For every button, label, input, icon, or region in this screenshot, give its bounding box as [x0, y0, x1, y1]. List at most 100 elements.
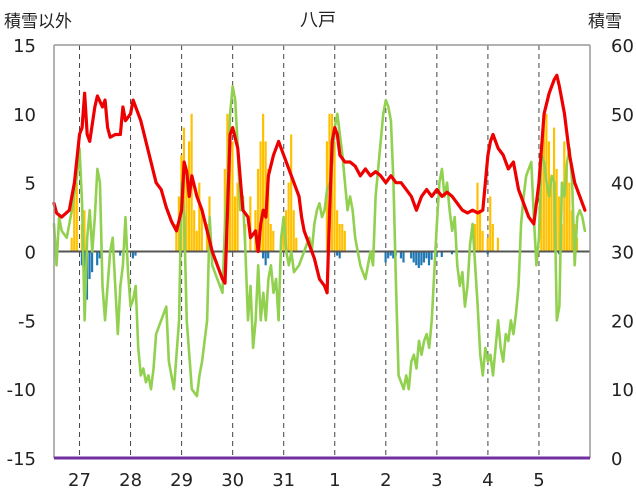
precip-bar-pos-22	[233, 196, 237, 252]
precip-bar-neg-10	[262, 251, 265, 259]
right-tick-label: 10	[611, 380, 634, 401]
precip-bar-pos-38	[292, 210, 295, 252]
left-tick-label: 15	[13, 36, 36, 57]
precip-bar-pos-68	[570, 210, 574, 252]
precip-bar-pos-67	[568, 182, 571, 252]
plot-frame	[53, 44, 591, 460]
precip-bar-pos-51	[481, 230, 484, 252]
right-axis-label: 積雪	[588, 12, 622, 32]
precip-bar-neg-4	[91, 251, 94, 273]
precip-bar-neg-17	[389, 251, 392, 256]
x-tick-label: 4	[482, 470, 493, 491]
left-tick-label: 0	[25, 243, 36, 264]
right-axis-ticks: 0 10 20 30 40 50 60	[611, 36, 634, 470]
precip-bar-pos-43	[333, 141, 336, 252]
x-tick-label: 2	[380, 470, 391, 491]
precip-bar-pos-63	[558, 196, 561, 252]
precip-bar-neg-3	[88, 251, 91, 280]
precip-bar-neg-32	[440, 251, 443, 258]
right-tick-label: 30	[611, 243, 634, 264]
precip-bar-neg-6	[98, 251, 101, 259]
precip-bar-neg-26	[420, 251, 423, 266]
x-tick-label: 5	[533, 470, 544, 491]
temperature-line	[52, 73, 587, 295]
precip-bar-pos-53	[489, 196, 492, 252]
precip-bar-neg-0	[80, 251, 83, 266]
precip-bar-pos-47	[343, 230, 346, 252]
precip-bar-neg-25	[417, 251, 420, 269]
precip-bar-neg-33	[450, 251, 454, 255]
precip-bar-pos-49	[476, 182, 479, 252]
precip-bar-neg-29	[427, 251, 431, 266]
precip-bar-pos-62	[555, 168, 558, 252]
precip-bar-pos-2	[75, 182, 78, 252]
precip-bar-pos-36	[287, 182, 290, 252]
left-tick-label: -15	[7, 449, 36, 470]
x-tick-label: 28	[119, 470, 142, 491]
precip-bar-pos-57	[542, 120, 545, 252]
precip-bar-pos-52	[486, 237, 489, 252]
x-tick-label: 30	[221, 470, 244, 491]
x-tick-label: 31	[272, 470, 295, 491]
snow-depth-line	[52, 85, 587, 398]
precip-bar-pos-45	[338, 223, 341, 252]
precip-bar-neg-31	[435, 251, 438, 258]
right-tick-label: 40	[611, 174, 634, 195]
left-tick-label: 10	[13, 105, 36, 126]
right-tick-label: 20	[611, 311, 634, 332]
precip-bar-pos-66	[565, 168, 568, 252]
precip-bar-neg-7	[119, 251, 122, 256]
precip-bar-neg-18	[392, 251, 395, 259]
precip-bar-pos-12	[193, 210, 196, 252]
precip-bar-pos-29	[262, 113, 265, 252]
precip-bar-neg-15	[384, 251, 387, 263]
precip-bar-pos-55	[496, 237, 500, 252]
precip-bar-pos-31	[267, 168, 270, 252]
precip-bar-pos-5	[175, 223, 178, 252]
right-tick-label: 0	[611, 449, 622, 470]
precip-bar-pos-33	[272, 230, 275, 252]
precip-bar-pos-15	[200, 210, 203, 252]
precip-bar-neg-9	[134, 251, 137, 256]
left-tick-label: -10	[7, 380, 36, 401]
precip-bar-pos-56	[540, 168, 543, 252]
precip-bar-pos-35	[284, 210, 288, 252]
precip-bar-pos-21	[231, 141, 234, 252]
left-axis-ticks: -15 -10 -5 0 5 10 15	[7, 36, 36, 470]
x-tick-label: 27	[68, 470, 91, 491]
precip-bar-pos-23	[236, 182, 239, 252]
x-tick-label: 1	[329, 470, 340, 491]
precip-bar-neg-5	[96, 251, 99, 266]
left-tick-label: -5	[18, 311, 36, 332]
precip-bar-pos-4	[83, 210, 86, 252]
x-axis-ticks: 27 28 29 30 31 1 2 3 4 5	[68, 470, 545, 491]
precip-bar-pos-37	[290, 134, 293, 252]
precip-bar-pos-50	[478, 210, 482, 252]
precip-bar-neg-30	[430, 251, 433, 260]
precip-bar-neg-21	[402, 251, 405, 263]
precip-bar-pos-54	[491, 223, 494, 252]
precip-bar-pos-34	[282, 223, 285, 252]
vertical-dashed-grid	[79, 45, 540, 458]
series-lines	[52, 73, 587, 398]
right-tick-label: 60	[611, 36, 634, 57]
precip-bar-neg-13	[336, 251, 339, 256]
x-tick-label: 29	[170, 470, 193, 491]
precip-bar-neg-27	[422, 251, 425, 263]
precip-bar-pos-0	[70, 237, 73, 252]
precip-bar-neg-12	[267, 251, 270, 259]
right-tick-label: 50	[611, 105, 634, 126]
precip-bar-pos-46	[341, 223, 344, 252]
precip-bar-pos-1	[73, 196, 76, 252]
x-tick-label: 3	[431, 470, 442, 491]
precip-bar-neg-28	[425, 251, 428, 259]
precip-bar-neg-16	[387, 251, 390, 259]
precip-bar-neg-23	[412, 251, 415, 263]
precip-bar-pos-9	[185, 168, 188, 252]
precip-bar-pos-16	[205, 223, 209, 252]
chart-title: 八戸	[300, 10, 336, 31]
precip-bar-pos-14	[198, 182, 201, 252]
precip-bar-pos-27	[256, 168, 260, 252]
precip-bar-neg-20	[399, 251, 403, 259]
